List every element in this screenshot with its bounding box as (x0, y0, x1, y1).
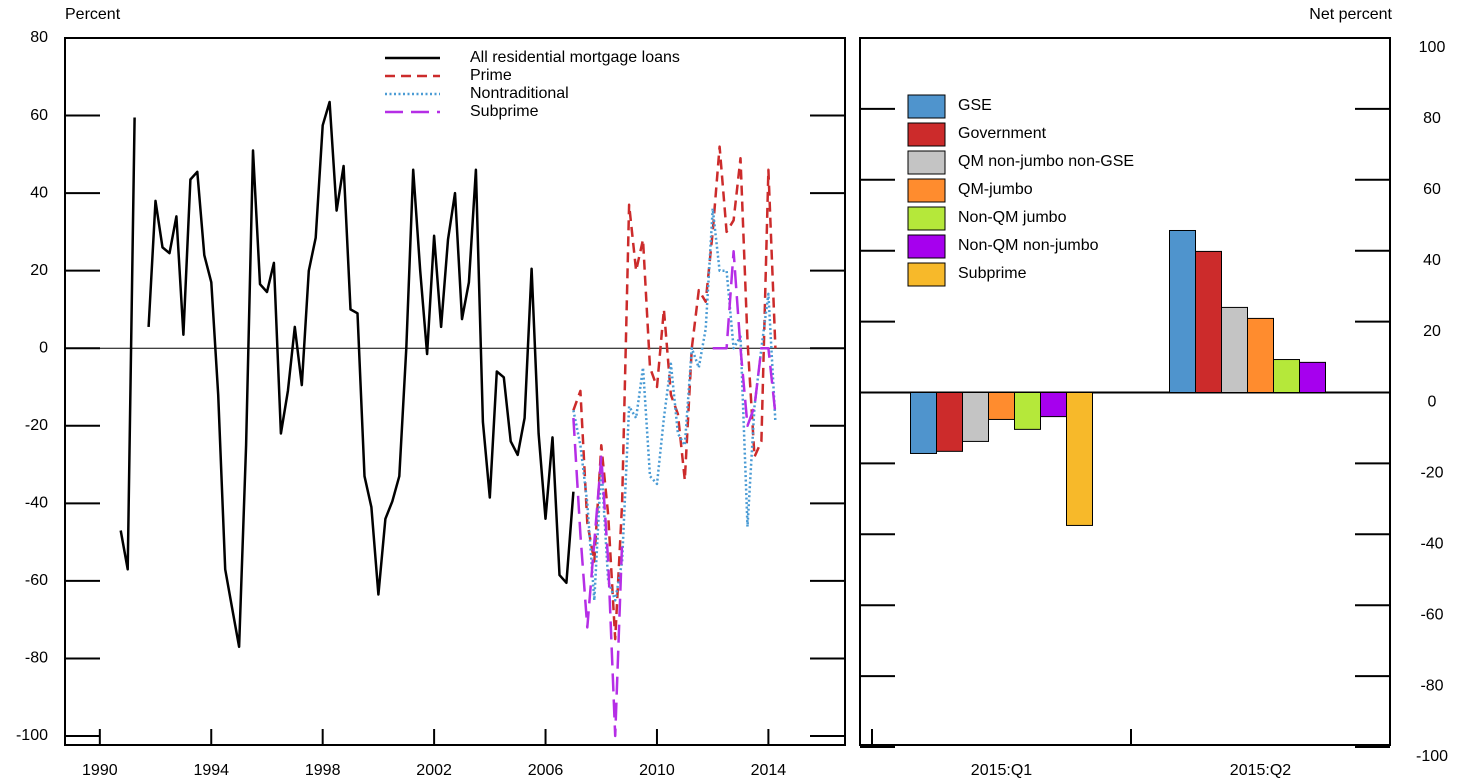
legend-label: Subprime (470, 103, 539, 120)
y-tick-label: -100 (1416, 748, 1448, 765)
x-tick-label: 2006 (528, 762, 564, 779)
y-tick-label: 100 (1419, 39, 1446, 56)
bar (1195, 250, 1222, 393)
left-axis-label: Percent (65, 6, 121, 23)
legend-swatch (907, 94, 946, 119)
y-tick-label: 80 (30, 29, 48, 46)
y-tick-label: 60 (30, 107, 48, 124)
bar (936, 392, 963, 452)
legend-label: GSE (958, 97, 992, 114)
left-frame (64, 37, 846, 746)
y-tick-label: -60 (1420, 606, 1443, 623)
bar (1299, 361, 1326, 393)
x-tick-label: 1994 (193, 762, 229, 779)
legend-label: QM-jumbo (958, 181, 1033, 198)
legend-swatch (907, 122, 946, 147)
bar (1066, 392, 1093, 526)
x-tick-label: 2002 (416, 762, 452, 779)
legend-swatch (907, 178, 946, 203)
bar (1169, 229, 1196, 393)
y-tick-label: -80 (1420, 677, 1443, 694)
legend-label: Subprime (958, 265, 1027, 282)
y-tick-label: 0 (39, 339, 48, 356)
y-tick-label: 40 (30, 184, 48, 201)
x-tick-label: 2014 (751, 762, 787, 779)
legend-swatch (907, 206, 946, 231)
y-tick-label: 40 (1423, 252, 1441, 269)
legend-label: Prime (470, 67, 512, 84)
series-line (119, 100, 575, 649)
legend-swatch (907, 150, 946, 175)
y-tick-label: -60 (25, 572, 48, 589)
bar (1014, 392, 1041, 430)
x-tick-label: 1990 (82, 762, 118, 779)
legend-label: Non-QM non-jumbo (958, 237, 1099, 254)
legend-label: All residential mortgage loans (470, 49, 680, 66)
y-tick-label: -20 (1420, 465, 1443, 482)
bar (962, 392, 989, 442)
bar (1040, 392, 1067, 418)
y-tick-label: -100 (16, 727, 48, 744)
y-tick-label: -40 (1420, 536, 1443, 553)
y-tick-label: -80 (25, 650, 48, 667)
x-tick-label: 1998 (305, 762, 341, 779)
bar (1221, 306, 1248, 394)
legend-swatch (907, 234, 946, 259)
bar (1273, 359, 1300, 393)
bar (988, 392, 1015, 420)
right-axis-label: Net percent (1309, 6, 1392, 23)
y-tick-label: 20 (1423, 323, 1441, 340)
y-tick-label: 60 (1423, 181, 1441, 198)
bar (910, 392, 937, 454)
legend-label: Nontraditional (470, 85, 569, 102)
y-tick-label: 80 (1423, 110, 1441, 127)
legend-swatch (907, 262, 946, 287)
y-tick-label: -40 (25, 495, 48, 512)
x-tick-label: 2010 (639, 762, 675, 779)
bar (1247, 317, 1274, 393)
legend-label: QM non-jumbo non-GSE (958, 153, 1134, 170)
x-tick-label: 2015:Q1 (971, 762, 1032, 779)
x-tick-label: 2015:Q2 (1230, 762, 1291, 779)
series-line (572, 145, 777, 641)
y-tick-label: 0 (1428, 394, 1437, 411)
y-tick-label: -20 (25, 417, 48, 434)
legend-label: Government (958, 125, 1047, 142)
y-tick-label: 20 (30, 262, 48, 279)
series-line (572, 250, 777, 738)
legend-label: Non-QM jumbo (958, 209, 1067, 226)
